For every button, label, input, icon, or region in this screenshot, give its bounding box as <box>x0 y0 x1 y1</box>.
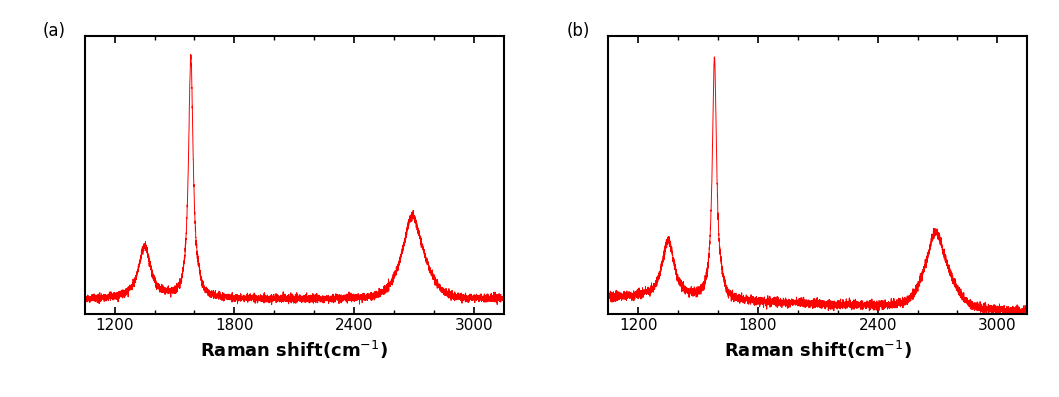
X-axis label: Raman shift(cm$^{-1}$): Raman shift(cm$^{-1}$) <box>724 339 912 361</box>
Text: (a): (a) <box>42 22 66 40</box>
X-axis label: Raman shift(cm$^{-1}$): Raman shift(cm$^{-1}$) <box>200 339 388 361</box>
Text: (b): (b) <box>567 22 590 40</box>
